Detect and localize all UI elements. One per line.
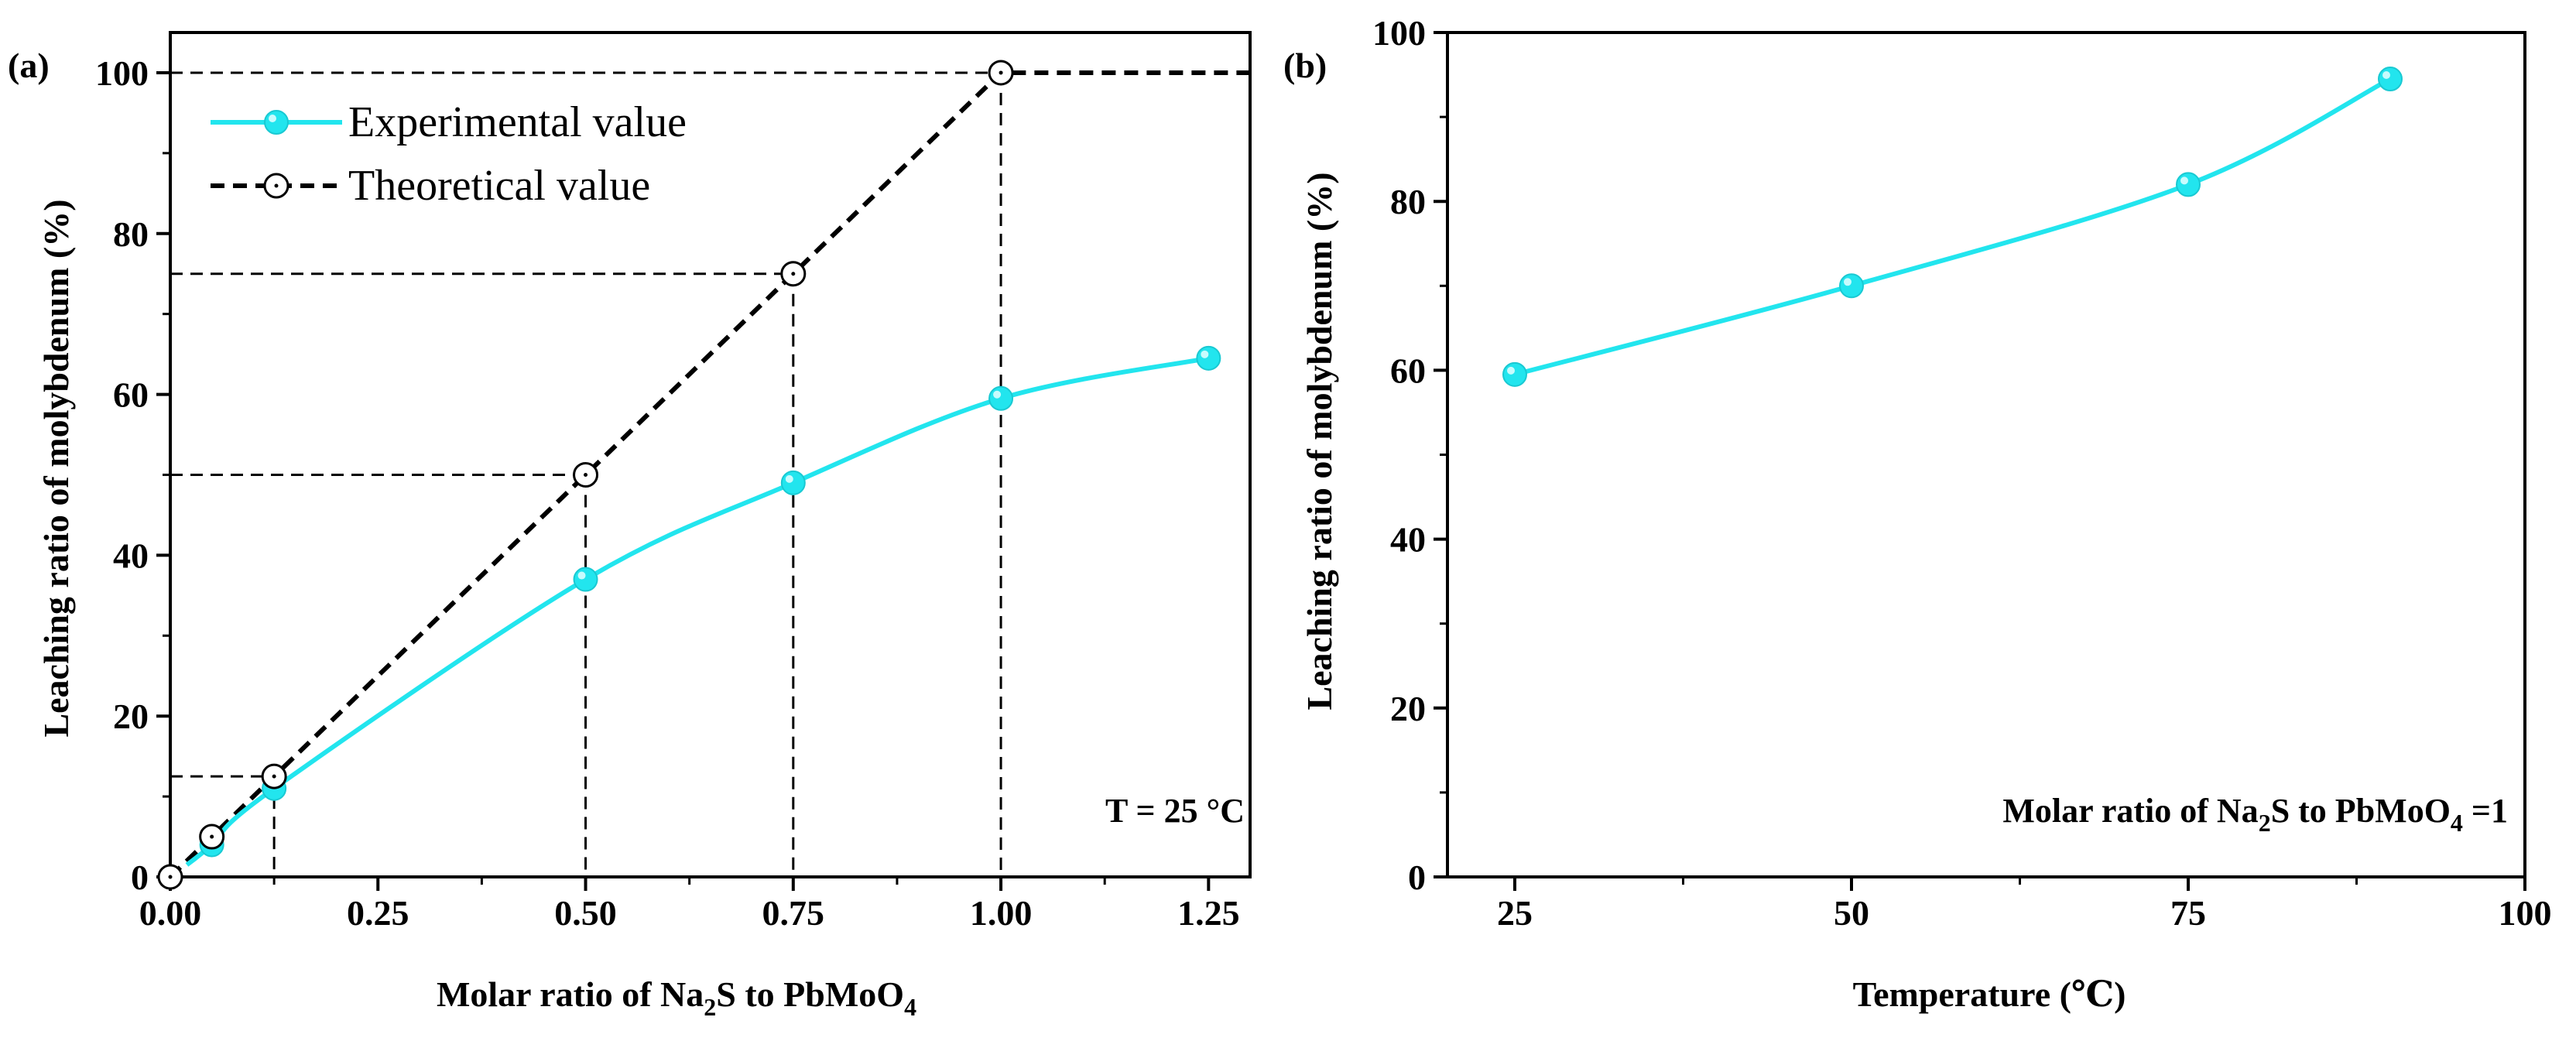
y-tick-label: 100 (95, 53, 149, 93)
legend-experimental-marker-highlight (269, 115, 276, 122)
legend-theoretical-label: Theoretical value (348, 162, 650, 210)
legend-experimental-label: Experimental value (348, 98, 687, 146)
theoretical-point-dot (584, 472, 588, 477)
panel-b-annotation: Molar ratio of Na2S to PbMoO4 =1 (2002, 792, 2508, 837)
x-tick-label: 0.25 (347, 893, 409, 933)
y-tick-label: 0 (131, 858, 149, 897)
experimental-point-highlight (785, 474, 793, 483)
panel-b-series (1502, 67, 2403, 387)
plot-frame (169, 31, 1252, 878)
y-tick-label: 0 (1408, 858, 1426, 897)
experimental-point-highlight (2382, 71, 2390, 80)
x-tick-label: 0.50 (554, 893, 617, 933)
x-tick-label: 1.00 (970, 893, 1033, 933)
experimental-point-highlight (993, 390, 1002, 399)
experimental-point (780, 470, 806, 495)
panel-a: (a) 0.00 0.25 0.50 0.75 1.00 1.25 0 20 40 60 80 100… (8, 31, 1252, 1021)
panel-b-y-axis-title: Leaching ratio of molybdenum (%) (1300, 172, 1339, 710)
y-tick-label: 100 (1372, 13, 1426, 53)
panel-a-series (157, 60, 1250, 890)
x-tick-label: 100 (2499, 893, 2552, 933)
y-tick-label: 60 (1390, 351, 1426, 390)
experimental-point (988, 385, 1014, 411)
experimental-point-highlight (1844, 278, 1852, 286)
y-tick-label: 40 (113, 536, 149, 575)
theoretical-point-dot (272, 774, 276, 779)
experimental-point (2176, 172, 2201, 197)
theoretical-point-dot (791, 272, 796, 276)
panel-b-label: (b) (1283, 46, 1327, 85)
y-tick-label: 20 (113, 697, 149, 736)
panel-a-axes (169, 31, 1252, 878)
panel-a-ticks: 0.00 0.25 0.50 0.75 1.00 1.25 0 20 40 60 80 100 (95, 53, 1240, 933)
panel-a-x-axis-title: Molar ratio of Na2S to PbMoO4 (437, 974, 916, 1021)
x-tick-label: 25 (1497, 893, 1533, 933)
y-tick-label: 60 (113, 375, 149, 415)
y-tick-label: 80 (1390, 182, 1426, 221)
experimental-line (1514, 77, 2392, 377)
experimental-point-highlight (2180, 176, 2188, 185)
panel-a-label: (a) (8, 46, 50, 85)
experimental-point (573, 567, 598, 592)
panel-b: (b) 25 50 75 100 0 20 40 60 80 100 Molar ratio of… (1283, 13, 2552, 1014)
panel-b-x-axis-title: Temperature (℃) (1853, 974, 2126, 1014)
experimental-point (1839, 273, 1864, 299)
panel-b-ticks: 25 50 75 100 0 20 40 60 80 100 (1372, 13, 2552, 933)
experimental-point (1502, 361, 1527, 387)
legend-theoretical-marker-dot (274, 183, 279, 188)
theoretical-point-dot (210, 834, 214, 839)
theoretical-point-dot (168, 875, 173, 879)
legend-experimental-marker (264, 110, 289, 135)
panel-b-axes (1446, 31, 2526, 878)
y-tick-label: 20 (1390, 689, 1426, 728)
y-tick-label: 40 (1390, 520, 1426, 560)
theoretical-point-dot (999, 70, 1003, 75)
x-tick-label: 75 (2170, 893, 2206, 933)
panel-a-y-axis-title: Leaching ratio of molybdenum (%) (36, 199, 76, 737)
panel-a-legend: Experimental value Theoretical value (211, 98, 687, 210)
y-tick-label: 80 (113, 214, 149, 254)
experimental-line (185, 355, 1209, 867)
experimental-point (2378, 67, 2403, 92)
panel-a-guide-lines (170, 71, 1002, 877)
x-tick-label: 50 (1834, 893, 1869, 933)
experimental-point-highlight (1201, 350, 1209, 358)
experimental-point (1196, 345, 1221, 371)
panel-a-annotation: T = 25 °C (1105, 792, 1245, 830)
x-tick-label: 0.00 (139, 893, 202, 933)
experimental-point-highlight (1507, 366, 1515, 375)
experimental-point-highlight (577, 571, 586, 580)
x-tick-label: 1.25 (1177, 893, 1240, 933)
plot-frame (1446, 31, 2526, 878)
x-tick-label: 0.75 (762, 893, 825, 933)
